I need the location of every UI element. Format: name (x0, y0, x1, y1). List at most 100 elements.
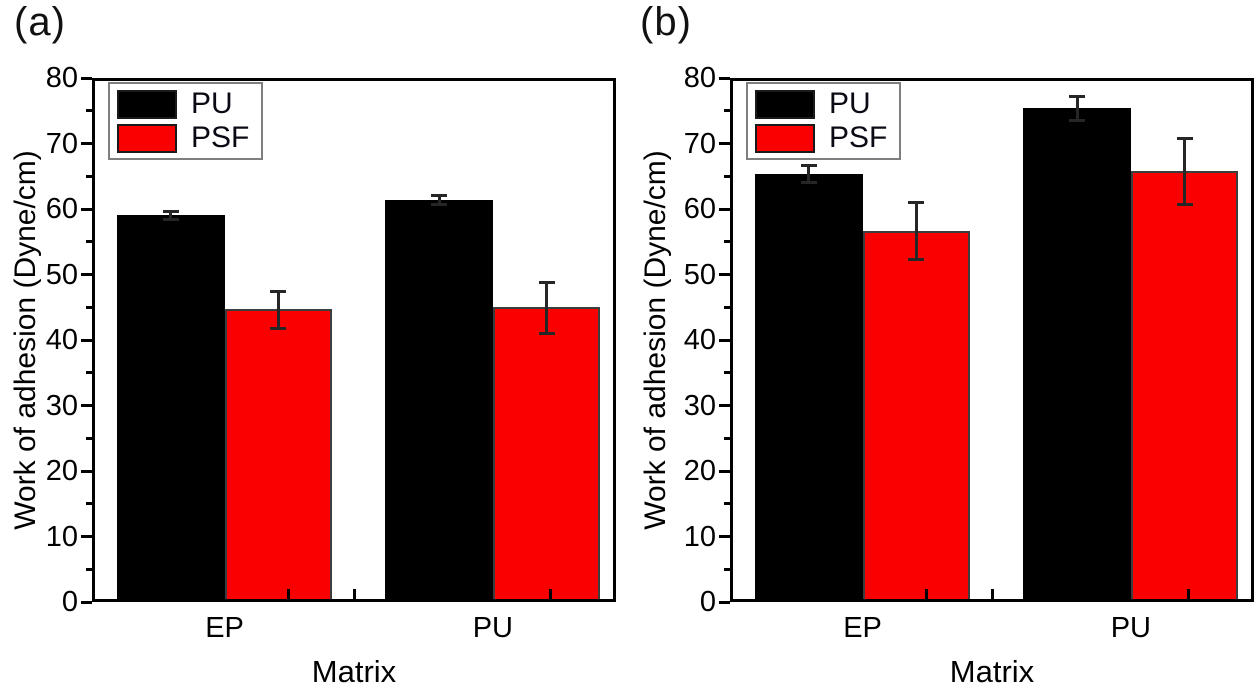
legend-label-psf: PSF (829, 121, 888, 154)
error-bar-cap (800, 181, 817, 185)
error-bar-line (437, 195, 441, 205)
bar-pu-pu (385, 199, 493, 602)
legend-swatch-pu (117, 89, 177, 119)
y-axis-minor-tick (86, 502, 92, 506)
y-axis-minor-tick (86, 240, 92, 244)
error-bar-cap (431, 203, 448, 207)
y-axis-major-tick (719, 600, 730, 604)
x-axis-tick (1187, 589, 1190, 599)
y-axis-tick-label: 30 (683, 389, 716, 422)
x-axis-tick (859, 589, 863, 599)
y-axis-major-tick (719, 404, 730, 407)
legend-swatch-psf (755, 123, 815, 153)
x-axis-tick (287, 589, 290, 599)
legend-row: PU (755, 89, 887, 119)
error-bar-line (276, 290, 280, 328)
x-axis-category-label: EP (843, 612, 882, 644)
error-bar-cap (1069, 118, 1086, 122)
y-axis-minor-tick (724, 305, 730, 309)
x-axis-tick (925, 589, 928, 599)
x-axis-tick (794, 589, 797, 599)
y-axis-major-tick (719, 142, 730, 145)
y-axis-minor-tick (724, 371, 730, 375)
y-axis-tick-label: 50 (45, 258, 78, 291)
x-axis-tick (1121, 589, 1125, 599)
x-axis-tick (156, 589, 159, 599)
y-axis-minor-tick (86, 174, 92, 178)
y-axis-major-tick (81, 338, 92, 342)
x-axis-tick (352, 589, 356, 599)
y-axis-minor-tick (86, 305, 92, 309)
x-axis-category-label: PU (1110, 612, 1151, 644)
y-axis-major-tick (719, 469, 730, 473)
panel-b-plot: 0 10 20 30 40 50 60 70 80 EP PU Matrix Work of adhes… (630, 0, 1260, 689)
bar-pu-ep (117, 214, 225, 602)
y-axis-tick-label: 0 (699, 586, 716, 618)
y-axis-major-tick (81, 207, 92, 211)
error-bar-cap (908, 258, 925, 262)
legend-row: PSF (755, 123, 887, 153)
y-axis-major-tick (719, 76, 730, 80)
panel-a-plot: 0 10 20 30 40 50 60 70 80 EP PU Matrix Work of adhes… (0, 0, 630, 689)
x-axis-title: Matrix (949, 654, 1035, 689)
bar-pu-ep (755, 173, 863, 602)
error-bar-cap (270, 326, 287, 330)
error-bar-cap (1176, 202, 1193, 206)
error-bar-cap (538, 280, 555, 284)
error-bar-cap (431, 194, 448, 198)
x-axis-tick (221, 589, 225, 599)
legend-label-pu: PU (191, 87, 233, 120)
error-bar-line (1075, 96, 1079, 120)
y-axis-minor-tick (86, 371, 92, 375)
error-bar-line (545, 281, 549, 333)
x-axis-tick (483, 589, 487, 599)
y-axis-tick-label: 10 (45, 520, 78, 553)
y-axis-minor-tick (724, 174, 730, 178)
legend-row: PSF (117, 123, 249, 153)
y-axis-major-tick (81, 600, 92, 604)
y-axis-minor-tick (86, 567, 92, 571)
bar-psf-ep (224, 309, 332, 602)
y-axis-tick-label: 40 (683, 324, 716, 356)
error-bar-cap (800, 164, 817, 168)
y-axis-major-tick (719, 535, 730, 538)
y-axis-major-tick (81, 142, 92, 145)
y-axis-minor-tick (724, 436, 730, 440)
legend-swatch-pu (755, 89, 815, 119)
y-axis-major-tick (81, 76, 92, 80)
y-axis-tick-label: 70 (683, 127, 716, 160)
error-bar-line (914, 201, 918, 260)
y-axis-minor-tick (724, 502, 730, 506)
panel-b-label: (b) (640, 0, 692, 44)
y-axis-tick-label: 60 (683, 193, 716, 225)
x-axis-tick (990, 589, 994, 599)
error-bar-cap (270, 289, 287, 293)
error-bar-cap (162, 209, 179, 213)
error-bar-line (169, 210, 173, 219)
y-axis-major-tick (719, 338, 730, 342)
y-axis-major-tick (81, 469, 92, 473)
legend-label-pu: PU (829, 87, 871, 120)
x-axis-tick (549, 589, 552, 599)
y-axis-minor-tick (724, 109, 730, 113)
y-axis-minor-tick (86, 436, 92, 440)
y-axis-major-tick (81, 535, 92, 538)
x-axis-tick (418, 589, 421, 599)
y-axis-title: Work of adhesion (Dyne/cm) (639, 150, 672, 530)
error-bar-cap (1176, 137, 1193, 141)
y-axis-title: Work of adhesion (Dyne/cm) (9, 150, 42, 530)
y-axis-minor-tick (724, 567, 730, 571)
error-bar-cap (538, 331, 555, 335)
x-axis-title: Matrix (311, 654, 397, 689)
y-axis-major-tick (719, 207, 730, 211)
bar-psf-pu (492, 307, 601, 602)
y-axis-tick-label: 40 (45, 324, 78, 356)
panel-a-label: (a) (14, 0, 66, 44)
y-axis-tick-label: 20 (683, 455, 716, 487)
legend: PU PSF (108, 82, 264, 160)
legend: PU PSF (746, 82, 902, 160)
y-axis-minor-tick (86, 109, 92, 113)
y-axis-tick-label: 0 (61, 586, 78, 618)
error-bar-cap (1069, 95, 1086, 99)
x-axis-tick (1056, 589, 1059, 599)
